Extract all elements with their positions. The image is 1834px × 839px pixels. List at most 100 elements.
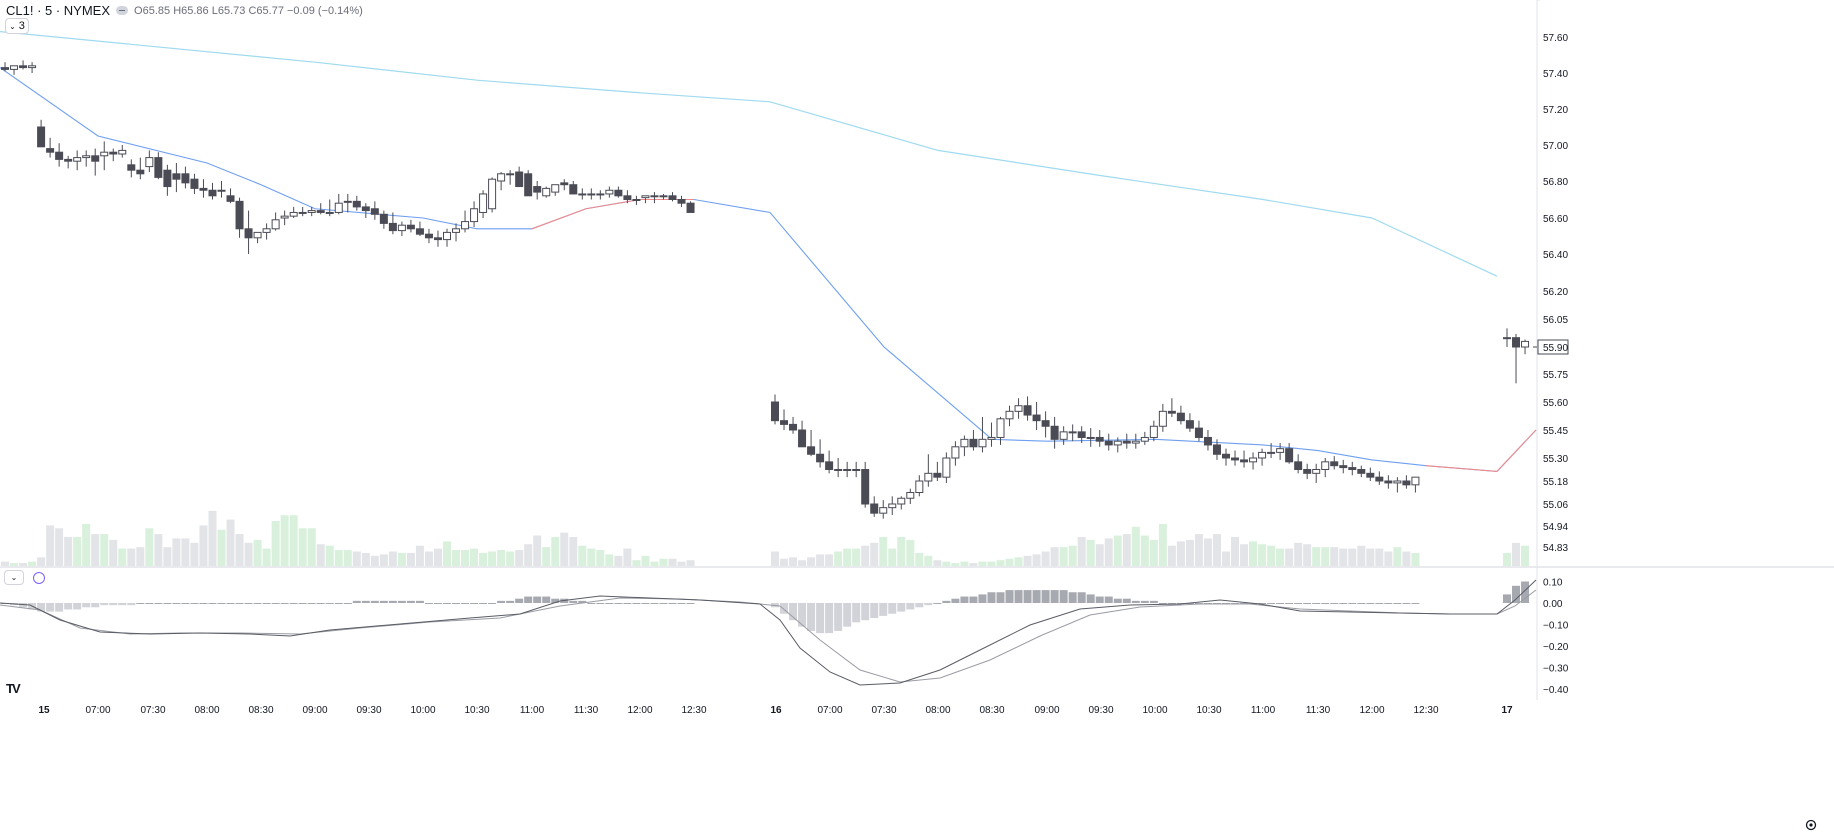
macd-histogram-bar bbox=[605, 603, 614, 604]
macd-histogram-bar bbox=[861, 603, 870, 621]
candle-body bbox=[1, 67, 10, 70]
macd-histogram-bar bbox=[424, 603, 433, 604]
candle-body bbox=[852, 469, 861, 471]
candle-body bbox=[154, 157, 163, 178]
candle-body bbox=[424, 233, 433, 239]
macd-histogram-bar bbox=[470, 603, 479, 604]
candle-body bbox=[226, 195, 235, 202]
candle-body bbox=[1411, 476, 1420, 486]
volume-bar bbox=[443, 541, 451, 566]
price-axis-label: 57.20 bbox=[1543, 105, 1568, 116]
time-axis-label: 09:00 bbox=[302, 705, 327, 716]
candle-body bbox=[596, 193, 605, 196]
volume-bar bbox=[596, 550, 605, 566]
volume-bar bbox=[1203, 538, 1212, 566]
volume-bar bbox=[1023, 555, 1032, 566]
volume-bar bbox=[1339, 548, 1348, 566]
time-axis-label: 09:00 bbox=[1034, 705, 1059, 716]
macd-histogram-bar bbox=[816, 603, 825, 634]
macd-histogram-bar bbox=[596, 603, 605, 604]
indicators-toggle-button[interactable]: ⌄ 3 bbox=[5, 18, 29, 34]
candle-body bbox=[668, 195, 677, 201]
candle-body bbox=[1285, 448, 1294, 463]
macd-histogram-bar bbox=[91, 603, 100, 608]
volume-bar bbox=[906, 539, 915, 566]
volume-bar bbox=[659, 558, 668, 566]
time-axis-label: 10:30 bbox=[1196, 705, 1221, 716]
volume-bar bbox=[861, 545, 870, 566]
macd-histogram-bar bbox=[506, 600, 515, 603]
macd-histogram-bar bbox=[780, 603, 789, 614]
candle-body bbox=[488, 178, 497, 210]
macd-histogram-bar bbox=[807, 603, 816, 631]
macd-histogram-bar bbox=[551, 598, 560, 603]
macd-histogram-bar bbox=[569, 600, 578, 603]
candle-body bbox=[659, 195, 668, 198]
candle-body bbox=[1113, 440, 1122, 446]
volume-bar bbox=[1521, 545, 1530, 566]
volume-bar bbox=[1095, 544, 1104, 566]
candle-body bbox=[1104, 440, 1113, 446]
macd-histogram-bar bbox=[924, 603, 933, 606]
candle-body bbox=[686, 202, 695, 213]
macd-axis-label: 0.10 bbox=[1543, 578, 1563, 589]
macd-histogram-bar bbox=[1014, 590, 1023, 603]
volume-bar bbox=[271, 521, 280, 566]
volume-bar bbox=[226, 519, 235, 566]
candle-body bbox=[915, 480, 924, 493]
candle-body bbox=[843, 469, 852, 471]
volume-bar bbox=[632, 560, 641, 566]
macd-histogram-bar bbox=[343, 603, 352, 604]
price-axis-label: 54.94 bbox=[1543, 522, 1568, 533]
volume-bar bbox=[190, 542, 199, 566]
volume-bar bbox=[10, 563, 19, 566]
macd-histogram-bar bbox=[145, 603, 154, 604]
macd-histogram-bar bbox=[452, 603, 461, 604]
macd-histogram-bar bbox=[1167, 603, 1176, 604]
candle-body bbox=[807, 446, 816, 455]
price-axis-label: 57.60 bbox=[1543, 33, 1568, 44]
gear-icon[interactable] bbox=[1804, 818, 1818, 832]
volume-bar bbox=[136, 547, 145, 566]
macd-histogram-bar bbox=[1339, 603, 1348, 604]
volume-bar bbox=[650, 561, 659, 566]
candle-body bbox=[37, 126, 46, 148]
tradingview-logo[interactable]: TV bbox=[6, 681, 21, 696]
macd-histogram-bar bbox=[960, 596, 969, 603]
candle-body bbox=[924, 472, 933, 482]
macd-histogram-bar bbox=[879, 603, 888, 616]
macd-histogram-bar bbox=[1149, 600, 1158, 603]
candle-body bbox=[1503, 337, 1511, 340]
candle-body bbox=[578, 193, 587, 196]
volume-bar bbox=[1303, 544, 1312, 566]
macd-histogram-bar bbox=[641, 603, 650, 604]
macd-histogram-bar bbox=[933, 603, 942, 604]
macd-histogram-bar bbox=[352, 600, 361, 603]
volume-bar bbox=[379, 554, 388, 566]
candle-body bbox=[307, 210, 316, 213]
macd-collapse-button[interactable]: ⌄ bbox=[4, 570, 24, 585]
symbol-title[interactable]: CL1! · 5 · NYMEX bbox=[6, 3, 111, 18]
macd-histogram-bar bbox=[1348, 603, 1357, 604]
candle-body bbox=[352, 200, 361, 208]
candle-body bbox=[325, 211, 334, 214]
candle-body bbox=[1023, 405, 1032, 416]
candle-body bbox=[109, 151, 118, 155]
candle-body bbox=[452, 228, 461, 233]
macd-histogram-bar bbox=[677, 603, 686, 604]
macd-histogram-bar bbox=[190, 603, 199, 604]
candle-body bbox=[897, 497, 906, 505]
price-axis-label: 56.05 bbox=[1543, 315, 1568, 326]
candle-body bbox=[1014, 405, 1023, 412]
macd-histogram-bar bbox=[488, 603, 497, 604]
price-axis-label: 56.40 bbox=[1543, 250, 1568, 261]
eye-icon[interactable] bbox=[116, 6, 129, 15]
candle-body bbox=[1212, 444, 1221, 455]
macd-histogram-bar bbox=[334, 603, 343, 604]
sync-icon[interactable] bbox=[33, 572, 45, 584]
macd-histogram-bar bbox=[1294, 603, 1303, 604]
candle-body bbox=[235, 200, 244, 230]
macd-histogram-bar bbox=[73, 603, 82, 610]
volume-bar bbox=[515, 550, 524, 566]
